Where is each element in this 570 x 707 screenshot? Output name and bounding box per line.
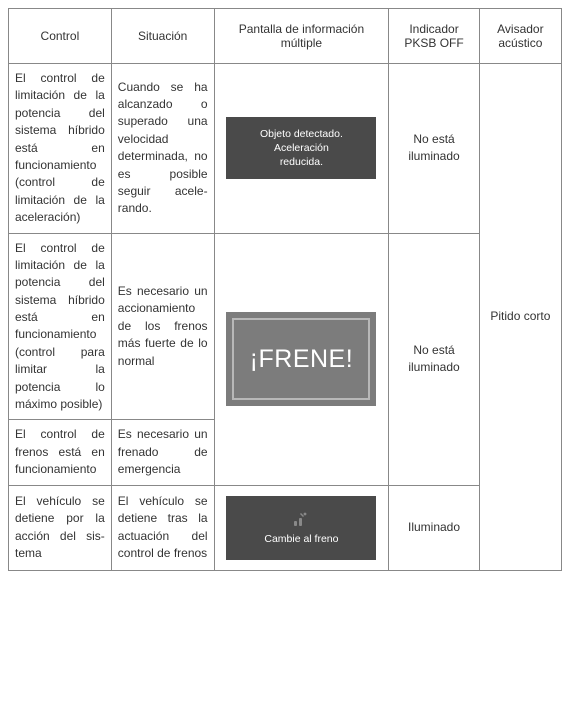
cell-situacion: Cuando se ha alcanzado o superado una ve… [111,64,214,234]
cell-control: El control de frenos está en funciona­mi… [9,420,112,485]
display-object-detected: Objeto detectado.Aceleraciónreducida. [226,117,376,179]
table-row: El control de limitación de la potencia … [9,64,562,234]
display-text: ¡FRENE! [250,345,354,374]
cell-situacion: El vehículo se detiene tras la actuación… [111,485,214,570]
display-line: Aceleración [274,141,329,155]
cell-pksb: Iluminado [389,485,479,570]
cell-display: Cambie al freno [214,485,389,570]
display-inner-frame: ¡FRENE! [232,318,370,400]
cell-situacion: Es necesario un frenado de emergencia [111,420,214,485]
header-avisador: Avisador acústico [479,9,561,64]
status-table: Control Situación Pantalla de informació… [8,8,562,571]
header-row: Control Situación Pantalla de informació… [9,9,562,64]
cell-display: Objeto detectado.Aceleraciónreducida. [214,64,389,234]
foot-pedal-icon [292,511,310,527]
header-pksb: Indicador PKSB OFF [389,9,479,64]
header-control: Control [9,9,112,64]
cell-avisador: Pitido corto [479,64,561,571]
cell-control: El control de limitación de la potencia … [9,233,112,420]
header-display: Pantalla de información múltiple [214,9,389,64]
display-switch-to-brake: Cambie al freno [226,496,376,560]
cell-situacion: Es necesario un acciona­miento de los fr… [111,233,214,420]
cell-pksb: No está iluminado [389,64,479,234]
cell-control: El control de limitación de la potencia … [9,64,112,234]
display-line: Objeto detectado. [260,127,343,141]
display-text: Cambie al freno [264,533,338,545]
table-row: El vehículo se detiene por la acción del… [9,485,562,570]
header-situacion: Situación [111,9,214,64]
cell-pksb: No está iluminado [389,233,479,485]
display-line: reducida. [280,155,323,169]
cell-display: ¡FRENE! [214,233,389,485]
display-brake-alert: ¡FRENE! [226,312,376,406]
table-row: El control de limitación de la potencia … [9,233,562,420]
cell-control: El vehículo se detiene por la acción del… [9,485,112,570]
